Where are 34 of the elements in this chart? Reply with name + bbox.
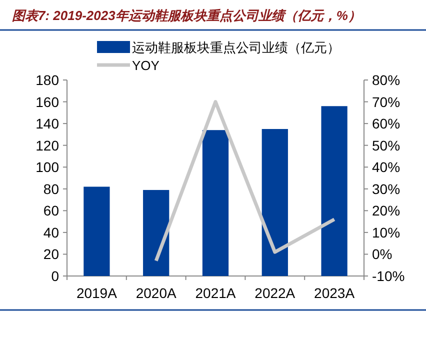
- bar: [202, 130, 229, 276]
- bar: [84, 186, 110, 276]
- x-tick-label: 2022A: [254, 285, 296, 301]
- y2-tick-label: 80%: [372, 72, 400, 88]
- bar: [262, 129, 288, 276]
- y-tick-label: 160: [36, 94, 60, 110]
- y2-tick-label: 50%: [372, 137, 400, 154]
- chart-title: 图表7: 2019-2023年运动鞋服板块重点公司业绩（亿元，%）: [12, 8, 361, 23]
- y-tick-label: 0: [51, 268, 60, 284]
- line-series: [154, 100, 336, 263]
- y-tick-label: 40: [43, 224, 60, 240]
- y2-tick-label: -10%: [372, 268, 405, 284]
- bar: [321, 106, 348, 276]
- x-tick-label: 2023A: [314, 285, 356, 301]
- y-tick-label: 100: [36, 159, 60, 176]
- legend-label: YOY: [132, 58, 160, 73]
- y-tick-label: 140: [36, 116, 60, 132]
- y2-tick-label: 70%: [372, 94, 400, 110]
- y2-tick-label: 10%: [372, 224, 400, 240]
- legend-label: 运动鞋服板块重点公司业绩（亿元）: [132, 40, 340, 55]
- y2-tick-label: 30%: [372, 180, 400, 197]
- y-tick-label: 80: [43, 180, 60, 197]
- y-tick-label: 20: [43, 246, 60, 262]
- y-tick-label: 120: [36, 137, 60, 154]
- bar: [143, 190, 170, 276]
- x-tick-label: 2019A: [76, 285, 118, 301]
- y2-tick-label: 20%: [372, 202, 400, 219]
- y2-tick-label: 40%: [372, 159, 400, 176]
- y2-tick-label: 60%: [372, 116, 400, 132]
- x-tick-label: 2021A: [195, 285, 236, 301]
- x-tick-label: 2020A: [136, 285, 177, 301]
- y-tick-label: 60: [43, 202, 60, 219]
- y-tick-label: 180: [36, 72, 60, 88]
- y2-tick-label: 0%: [372, 246, 392, 262]
